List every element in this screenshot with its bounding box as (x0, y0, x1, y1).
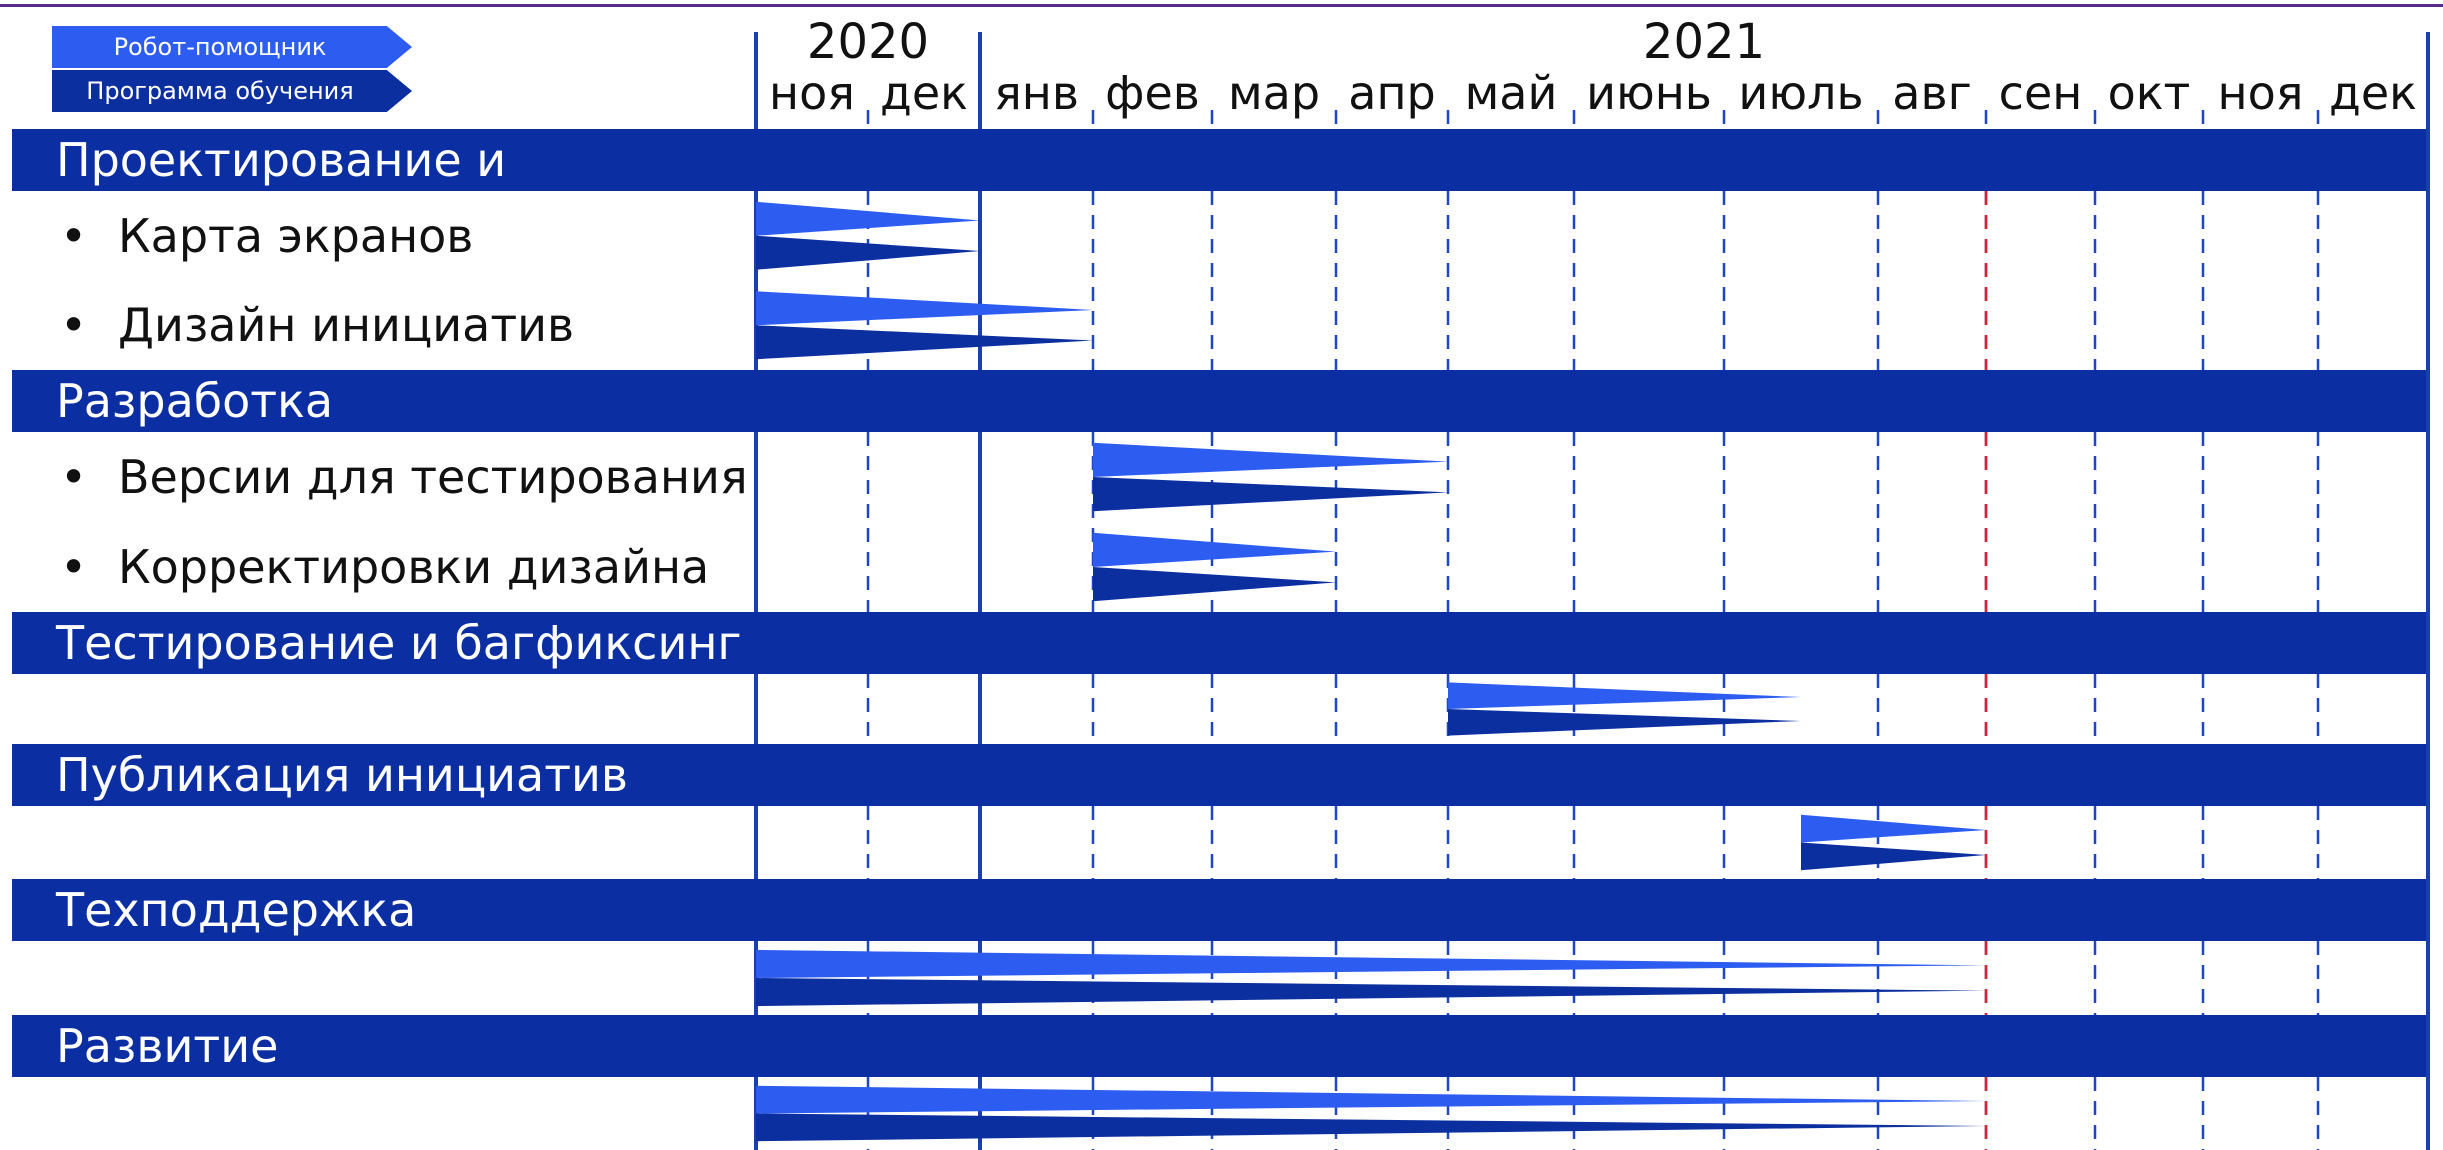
bullet-icon: • (60, 450, 88, 504)
task-label-text: Версии для тестирования (118, 450, 748, 504)
robot-bar (756, 201, 980, 236)
task-label: • Версии для тестирования (60, 449, 748, 505)
robot-bar (1093, 532, 1336, 567)
program-bar (756, 978, 1986, 1007)
section-title: Разработка (56, 374, 334, 428)
month-label: ноя (2217, 66, 2304, 120)
section-band (12, 370, 2428, 432)
robot-bar (756, 291, 1093, 326)
month-label: дек (880, 66, 968, 120)
month-label: фев (1105, 66, 1200, 120)
bullet-icon: • (60, 540, 88, 594)
robot-bar (1448, 682, 1801, 709)
month-label: дек (2329, 66, 2417, 120)
robot-bar (756, 949, 1986, 978)
task-label-text: Корректировки дизайна (118, 540, 710, 594)
section-band (12, 744, 2428, 806)
section-title: Публикация инициатив (56, 748, 629, 802)
program-bar (1448, 709, 1801, 736)
program-bar (1093, 477, 1448, 512)
year-label: 2020 (806, 14, 930, 70)
section-band (12, 1015, 2428, 1077)
legend-robot-assistant: Робот-помощник (52, 26, 412, 68)
robot-bar (756, 1085, 1986, 1114)
month-label: янв (994, 66, 1079, 120)
month-label: окт (2107, 66, 2191, 120)
month-label: мар (1227, 66, 1321, 120)
section-band (12, 129, 2428, 191)
task-label: • Карта экранов (60, 208, 473, 264)
month-label: май (1464, 66, 1558, 120)
task-label-text: Карта экранов (118, 208, 474, 263)
section-title: Тестирование и багфиксинг (56, 616, 742, 670)
task-label-text: Дизайн инициатив (118, 298, 575, 353)
bullet-icon: • (60, 298, 88, 353)
program-bar (756, 235, 980, 270)
month-label: авг (1892, 66, 1972, 120)
section-title: Развитие (56, 1019, 279, 1073)
program-bar (1093, 567, 1336, 602)
robot-bar (1093, 442, 1448, 477)
month-label: сен (1998, 66, 2083, 120)
section-band (12, 612, 2428, 674)
robot-bar (1801, 814, 1986, 843)
month-label: ноя (769, 66, 855, 120)
program-bar (756, 1113, 1986, 1142)
month-label: июнь (1586, 66, 1712, 120)
program-bar (756, 325, 1093, 360)
program-bar (1801, 842, 1986, 871)
month-label: июль (1738, 66, 1864, 120)
task-label: • Корректировки дизайна (60, 539, 709, 595)
legend-training-program: Программа обучения (52, 70, 412, 112)
year-label: 2021 (1642, 14, 1766, 70)
top-rule (0, 4, 2443, 7)
section-band (12, 879, 2428, 941)
bullet-icon: • (60, 208, 88, 263)
section-title: Техподдержка (56, 883, 417, 937)
month-label: апр (1348, 66, 1436, 120)
section-title: Проектирование и (56, 133, 507, 187)
task-label: • Дизайн инициатив (60, 297, 574, 353)
